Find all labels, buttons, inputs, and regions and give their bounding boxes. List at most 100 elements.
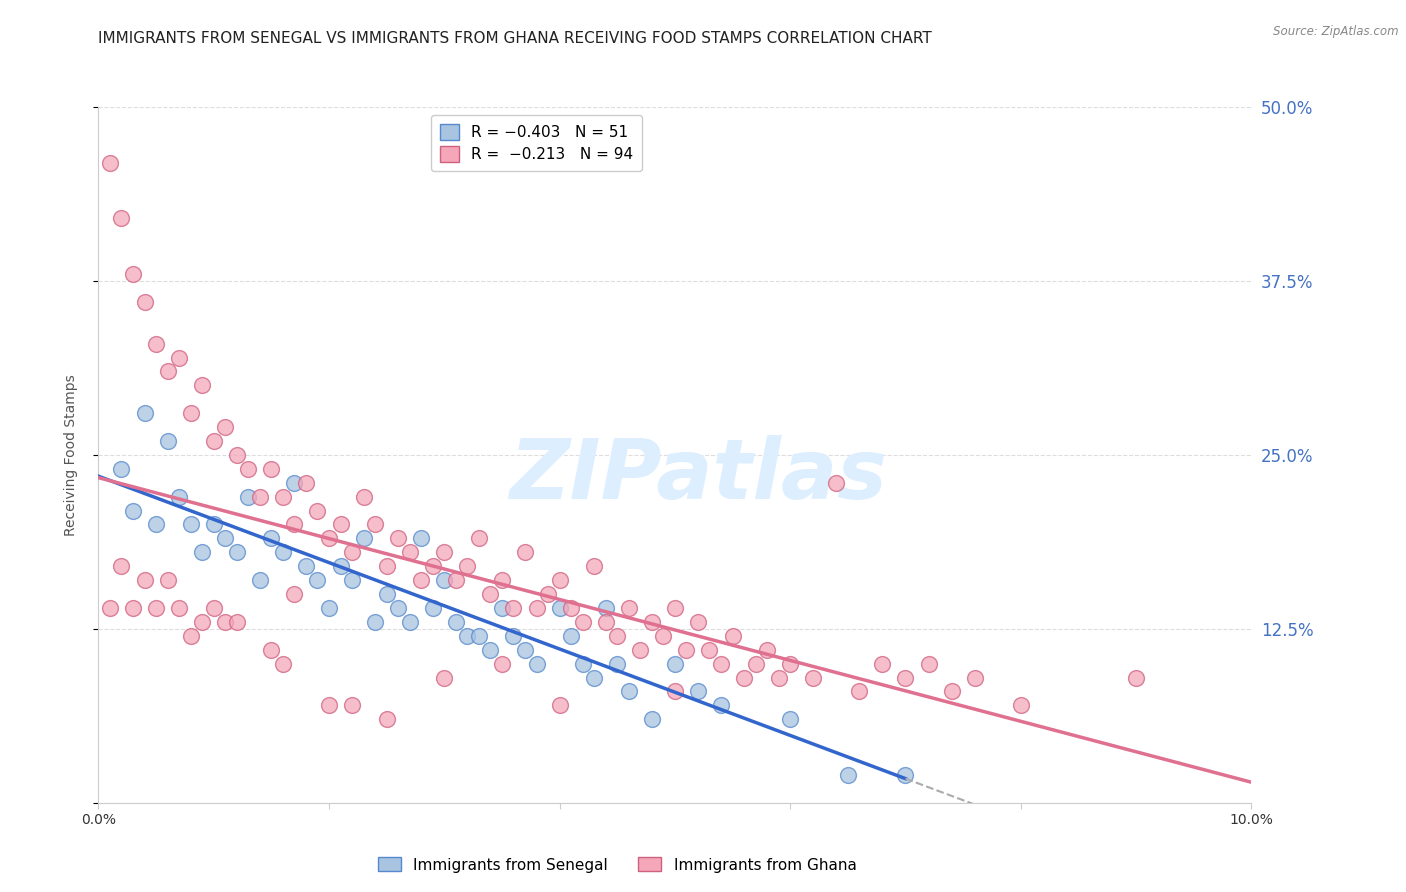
Point (260, 462, 283, 476)
Point (249, 573, 271, 587)
Point (941, 684, 963, 698)
Point (422, 601, 444, 615)
Point (110, 211, 132, 226)
Point (260, 532, 283, 546)
Text: IMMIGRANTS FROM SENEGAL VS IMMIGRANTS FROM GHANA RECEIVING FOOD STAMPS CORRELATI: IMMIGRANTS FROM SENEGAL VS IMMIGRANTS FR… (98, 31, 932, 46)
Point (145, 336, 167, 351)
Point (145, 601, 167, 615)
Point (721, 629, 744, 643)
Point (214, 420, 236, 434)
Point (283, 517, 305, 532)
Point (502, 601, 524, 615)
Point (364, 517, 387, 532)
Point (271, 657, 294, 671)
Point (872, 657, 894, 671)
Point (779, 657, 801, 671)
Point (295, 559, 318, 574)
Text: ZIPatlas: ZIPatlas (509, 435, 887, 516)
Point (180, 517, 202, 532)
Point (214, 615, 236, 629)
Point (617, 684, 640, 698)
Point (122, 503, 145, 517)
Point (848, 684, 870, 698)
Point (318, 532, 340, 546)
Point (156, 364, 179, 378)
Point (502, 629, 524, 643)
Point (295, 475, 318, 490)
Point (744, 657, 766, 671)
Point (491, 657, 513, 671)
Point (180, 629, 202, 643)
Point (191, 615, 214, 629)
Point (526, 657, 548, 671)
Point (98, 601, 121, 615)
Point (375, 587, 398, 601)
Point (180, 406, 202, 420)
Text: Source: ZipAtlas.com: Source: ZipAtlas.com (1274, 25, 1399, 38)
Point (1010, 698, 1032, 713)
Point (98, 155, 121, 169)
Point (134, 294, 156, 309)
Point (202, 601, 225, 615)
Point (225, 545, 247, 559)
Point (617, 601, 640, 615)
Point (433, 573, 456, 587)
Point (156, 573, 179, 587)
Point (664, 657, 686, 671)
Point (191, 545, 214, 559)
Point (571, 657, 593, 671)
Point (664, 601, 686, 615)
Point (456, 559, 478, 574)
Point (513, 642, 536, 657)
Point (894, 768, 917, 782)
Point (422, 559, 444, 574)
Point (122, 601, 145, 615)
Point (825, 475, 848, 490)
Point (364, 615, 387, 629)
Point (606, 657, 628, 671)
Point (225, 448, 247, 462)
Point (387, 532, 409, 546)
Point (686, 684, 709, 698)
Point (271, 490, 294, 504)
Point (202, 517, 225, 532)
Point (444, 615, 467, 629)
Point (837, 768, 859, 782)
Point (134, 573, 156, 587)
Point (595, 601, 617, 615)
Point (710, 698, 733, 713)
Point (652, 629, 675, 643)
Point (167, 601, 190, 615)
Point (491, 573, 513, 587)
Point (283, 587, 305, 601)
Point (963, 671, 986, 685)
Point (491, 601, 513, 615)
Point (583, 671, 606, 685)
Point (548, 698, 571, 713)
Point (628, 642, 651, 657)
Point (641, 615, 664, 629)
Point (548, 601, 571, 615)
Point (238, 462, 260, 476)
Point (917, 657, 939, 671)
Point (595, 615, 617, 629)
Legend: Immigrants from Senegal, Immigrants from Ghana: Immigrants from Senegal, Immigrants from… (373, 851, 862, 879)
Point (340, 698, 363, 713)
Point (560, 629, 582, 643)
Point (191, 378, 214, 392)
Point (686, 615, 709, 629)
Point (779, 712, 801, 726)
Point (606, 629, 628, 643)
Point (340, 573, 363, 587)
Point (411, 573, 433, 587)
Point (307, 503, 329, 517)
Point (398, 615, 420, 629)
Point (571, 615, 593, 629)
Point (756, 642, 779, 657)
Point (329, 559, 352, 574)
Point (710, 657, 733, 671)
Point (894, 671, 917, 685)
Point (122, 267, 145, 281)
Point (249, 490, 271, 504)
Point (801, 671, 824, 685)
